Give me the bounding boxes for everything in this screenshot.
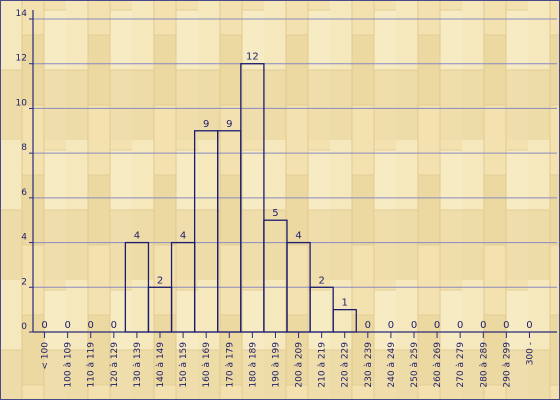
y-tick-label: 10 bbox=[16, 98, 28, 108]
x-tick-label: 260 à 269 bbox=[433, 342, 443, 388]
y-tick-label: 4 bbox=[21, 233, 27, 243]
bar-value-label: 4 bbox=[180, 231, 186, 242]
x-tick-label: 130 à 139 bbox=[133, 342, 143, 388]
x-tick-label: 250 à 259 bbox=[410, 342, 420, 388]
x-tick-label: 120 à 129 bbox=[110, 342, 120, 388]
x-tick-label: 170 à 179 bbox=[225, 342, 235, 388]
data-labels: 0 0 0 0 4 2 4 9 9 12 5 4 2 1 0 0 0 0 0 0 0 0 bbox=[41, 52, 532, 331]
bar-value-label: 2 bbox=[157, 275, 163, 286]
x-tick-label: 270 à 279 bbox=[456, 342, 466, 388]
bar-value-label: 0 bbox=[434, 320, 440, 331]
y-tick-label: 12 bbox=[16, 54, 27, 64]
bar-value-label: 0 bbox=[480, 320, 486, 331]
bar-value-label: 0 bbox=[365, 320, 371, 331]
x-tick-label: 280 à 289 bbox=[479, 342, 489, 388]
x-tick-label: < 100 bbox=[41, 342, 51, 370]
bar-value-label: 0 bbox=[503, 320, 509, 331]
x-tick-label: 190 à 199 bbox=[271, 342, 281, 388]
x-tick-label: 240 à 249 bbox=[387, 342, 397, 388]
bar-value-label: 2 bbox=[318, 275, 324, 286]
x-tick-label: 150 à 159 bbox=[179, 342, 189, 388]
bar-value-label: 9 bbox=[226, 119, 232, 130]
bar-value-label: 0 bbox=[388, 320, 394, 331]
x-tick-label: 110 à 119 bbox=[87, 342, 97, 388]
grid-lines bbox=[29, 18, 557, 333]
x-tick-label: 180 à 189 bbox=[248, 342, 258, 388]
bar-value-label: 0 bbox=[41, 320, 47, 331]
y-tick-label: 2 bbox=[21, 277, 27, 287]
y-tick-label: 0 bbox=[21, 322, 27, 332]
bar-value-label: 1 bbox=[342, 298, 348, 309]
bar-value-label: 0 bbox=[88, 320, 94, 331]
bar-value-label: 5 bbox=[272, 208, 278, 219]
x-tick-label: 290 à 299 bbox=[502, 342, 512, 388]
bar-value-label: 0 bbox=[411, 320, 417, 331]
x-tick-label: 210 à 219 bbox=[318, 342, 328, 388]
x-tick-label: 200 à 209 bbox=[295, 342, 305, 388]
bar-value-label: 0 bbox=[64, 320, 70, 331]
x-tick-label: 300 - bbox=[525, 342, 535, 365]
y-tick-label: 8 bbox=[21, 143, 27, 153]
axes bbox=[32, 10, 557, 333]
bar-value-label: 12 bbox=[246, 52, 259, 63]
x-tick-label: 230 à 239 bbox=[364, 342, 374, 388]
x-tick-label: 140 à 149 bbox=[156, 342, 166, 388]
bar-value-label: 4 bbox=[295, 231, 301, 242]
bar-value-label: 0 bbox=[526, 320, 532, 331]
bar-value-label: 9 bbox=[203, 119, 209, 130]
bar-value-label: 0 bbox=[457, 320, 463, 331]
x-tick-label: 220 à 229 bbox=[341, 342, 351, 388]
x-tick-label: 100 à 109 bbox=[64, 342, 74, 388]
x-tick-labels: < 100 100 à 109 110 à 119 120 à 129 130 à 13… bbox=[41, 342, 536, 388]
x-tick-label: 160 à 169 bbox=[202, 342, 212, 388]
y-tick-label: 14 bbox=[16, 9, 28, 19]
bar-value-label: 0 bbox=[111, 320, 117, 331]
y-tick-label: 6 bbox=[21, 188, 27, 198]
bar-value-label: 4 bbox=[134, 231, 140, 242]
y-tick-labels: 0 2 4 6 8 10 12 14 bbox=[16, 9, 28, 332]
